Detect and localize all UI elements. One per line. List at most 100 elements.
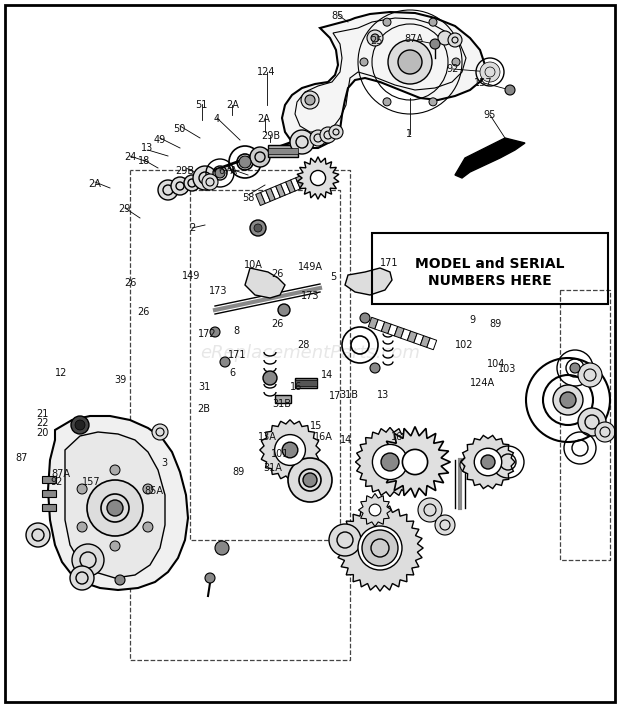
Circle shape <box>296 136 308 148</box>
Circle shape <box>358 526 402 570</box>
Circle shape <box>474 448 502 476</box>
Circle shape <box>101 494 129 522</box>
Polygon shape <box>427 338 436 350</box>
Circle shape <box>188 179 196 187</box>
Text: 2A: 2A <box>226 100 239 110</box>
Circle shape <box>288 458 332 502</box>
Bar <box>372 233 608 304</box>
Bar <box>295 378 317 388</box>
Text: 31A: 31A <box>264 463 282 473</box>
Text: 2: 2 <box>189 223 195 233</box>
Bar <box>275 395 291 403</box>
Text: 67A: 67A <box>219 166 237 176</box>
Circle shape <box>430 39 440 49</box>
Text: 16: 16 <box>290 382 303 392</box>
Circle shape <box>388 40 432 84</box>
Circle shape <box>367 30 383 46</box>
Circle shape <box>152 424 168 440</box>
Circle shape <box>505 85 515 95</box>
Circle shape <box>373 445 407 479</box>
Circle shape <box>570 363 580 373</box>
Text: 92: 92 <box>51 477 63 487</box>
Text: 26: 26 <box>138 308 150 317</box>
Circle shape <box>176 182 184 190</box>
Text: 9: 9 <box>469 315 476 325</box>
Circle shape <box>424 504 436 516</box>
Polygon shape <box>337 505 423 591</box>
Circle shape <box>32 529 44 541</box>
Circle shape <box>210 327 220 337</box>
Circle shape <box>383 18 391 26</box>
Circle shape <box>578 408 606 436</box>
Text: 12: 12 <box>55 368 67 378</box>
Text: 49: 49 <box>154 135 166 145</box>
Text: 157: 157 <box>474 78 493 88</box>
Polygon shape <box>271 186 280 199</box>
Text: 2B: 2B <box>197 404 210 414</box>
Text: 17: 17 <box>329 391 341 401</box>
Text: 24: 24 <box>124 152 136 162</box>
Text: 1: 1 <box>406 129 412 139</box>
Polygon shape <box>311 170 321 182</box>
Polygon shape <box>381 322 391 334</box>
Text: 18: 18 <box>138 156 150 166</box>
Circle shape <box>71 416 89 434</box>
Text: 6: 6 <box>229 368 236 378</box>
Text: 173: 173 <box>209 286 228 296</box>
Polygon shape <box>260 190 270 204</box>
Text: 87A: 87A <box>51 469 70 479</box>
Circle shape <box>199 172 211 184</box>
Bar <box>42 476 56 483</box>
Circle shape <box>158 180 178 200</box>
Circle shape <box>460 457 476 473</box>
Circle shape <box>429 18 437 26</box>
Circle shape <box>110 541 120 551</box>
Bar <box>42 490 56 497</box>
Polygon shape <box>420 336 430 347</box>
Circle shape <box>107 500 123 516</box>
Circle shape <box>440 520 450 530</box>
Text: 87A: 87A <box>405 34 423 44</box>
Text: 16: 16 <box>391 432 403 442</box>
Circle shape <box>310 130 326 146</box>
Circle shape <box>452 37 458 43</box>
Circle shape <box>333 129 339 135</box>
Circle shape <box>553 385 583 415</box>
Circle shape <box>600 427 610 437</box>
Circle shape <box>87 480 143 536</box>
Circle shape <box>452 58 460 66</box>
Polygon shape <box>345 268 392 295</box>
Circle shape <box>584 369 596 381</box>
Polygon shape <box>455 138 525 178</box>
Circle shape <box>383 98 391 106</box>
Circle shape <box>143 522 153 532</box>
Text: 29: 29 <box>118 204 130 214</box>
Text: 149: 149 <box>182 271 200 281</box>
Text: 14: 14 <box>340 435 352 445</box>
Circle shape <box>337 532 353 548</box>
Text: 20: 20 <box>36 428 48 438</box>
Polygon shape <box>48 416 188 590</box>
Text: 103: 103 <box>498 364 516 374</box>
Circle shape <box>76 572 88 584</box>
Text: MODEL and SERIAL: MODEL and SERIAL <box>415 257 565 271</box>
Circle shape <box>77 522 87 532</box>
Circle shape <box>578 363 602 387</box>
Polygon shape <box>414 334 423 345</box>
Circle shape <box>275 435 306 465</box>
Text: 5: 5 <box>330 272 337 282</box>
Text: 85A: 85A <box>144 486 163 496</box>
Bar <box>268 148 298 154</box>
Circle shape <box>282 442 298 458</box>
Circle shape <box>314 134 322 142</box>
Polygon shape <box>297 157 339 199</box>
Circle shape <box>435 515 455 535</box>
Text: 25: 25 <box>371 36 383 46</box>
Circle shape <box>215 541 229 555</box>
Polygon shape <box>291 177 300 191</box>
Circle shape <box>418 498 442 522</box>
Text: 31: 31 <box>198 382 211 392</box>
Circle shape <box>311 170 326 185</box>
Polygon shape <box>65 432 165 578</box>
Text: 95: 95 <box>484 110 496 119</box>
